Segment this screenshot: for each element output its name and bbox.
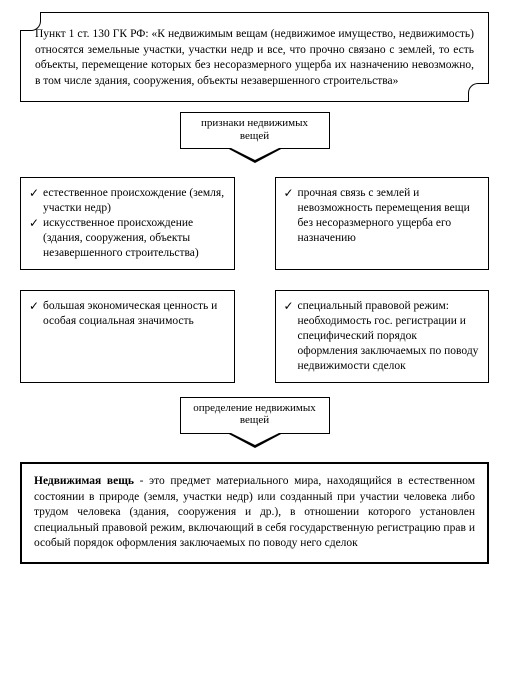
quote-scroll-panel: Пункт 1 ст. 130 ГК РФ: «К недвижимым вещ… <box>20 12 489 102</box>
section-definition-header: определение недвижимых вещей <box>20 397 489 448</box>
quote-text: Пункт 1 ст. 130 ГК РФ: «К недвижимым вещ… <box>35 28 474 87</box>
definition-panel: Недвижимая вещь - это предмет материальн… <box>20 462 489 564</box>
definition-term: Недвижимая вещь <box>34 475 134 487</box>
feature-item: специальный правовой режим: необходимост… <box>282 299 481 374</box>
feature-item: искусственное происхождение (здания, соо… <box>27 216 226 261</box>
down-arrow-icon <box>227 148 283 163</box>
feature-item: естественное происхождение (земля, участ… <box>27 186 226 216</box>
section-features-header: признаки недвижимых вещей <box>20 112 489 163</box>
feature-box-connection: прочная связь с землей и невозможность п… <box>275 177 490 270</box>
feature-item: большая экономическая ценность и особая … <box>27 299 226 329</box>
feature-box-origin: естественное происхождение (земля, участ… <box>20 177 235 270</box>
feature-box-legal: специальный правовой режим: необходимост… <box>275 290 490 383</box>
feature-item: прочная связь с землей и невозможность п… <box>282 186 481 246</box>
feature-box-value: большая экономическая ценность и особая … <box>20 290 235 383</box>
down-arrow-icon <box>227 433 283 448</box>
features-label: признаки недвижимых вещей <box>180 112 330 149</box>
features-grid: естественное происхождение (земля, участ… <box>20 177 489 382</box>
definition-label: определение недвижимых вещей <box>180 397 330 434</box>
